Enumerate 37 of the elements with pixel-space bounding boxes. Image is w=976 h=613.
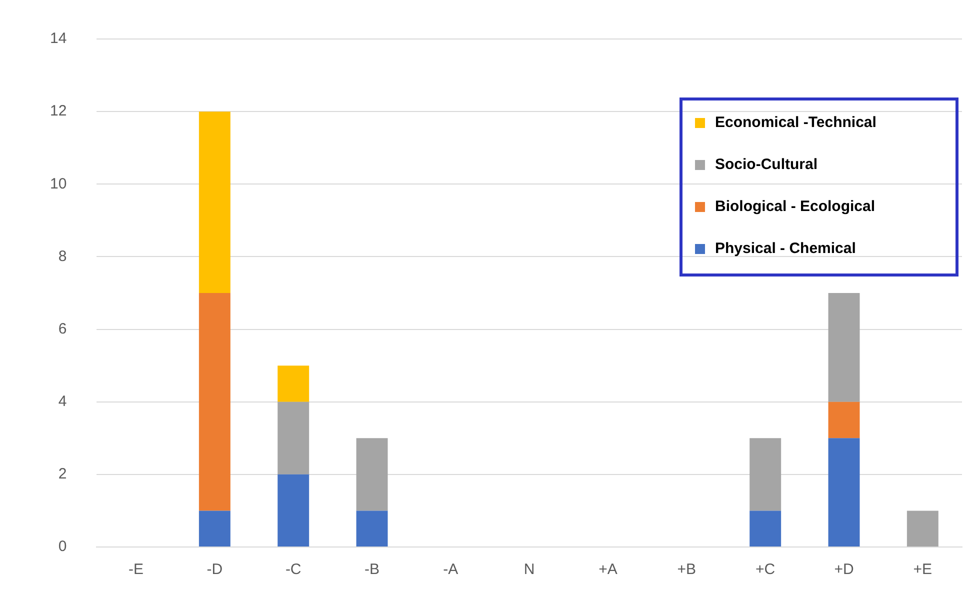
bar	[356, 510, 388, 546]
x-tick-label: -C	[285, 561, 302, 578]
x-tick-label: +E	[913, 561, 932, 578]
y-tick-label: 0	[58, 538, 67, 556]
bar	[750, 438, 782, 511]
bar	[278, 366, 310, 402]
y-tick-label: 10	[50, 175, 67, 192]
bar	[198, 293, 230, 511]
bar	[828, 402, 860, 438]
y-tick-label: 14	[50, 30, 67, 48]
bar	[750, 510, 782, 546]
bar	[906, 510, 938, 546]
x-tick-label: -B	[364, 561, 380, 578]
x-tick-label: -D	[206, 561, 223, 578]
y-tick-label: 6	[58, 320, 67, 338]
bar	[828, 438, 860, 546]
x-tick-label: -A	[443, 561, 458, 578]
x-tick-label: +C	[756, 561, 776, 578]
bar	[828, 293, 860, 402]
y-tick-label: 12	[50, 102, 67, 120]
x-tick-label: N	[524, 561, 535, 578]
legend-label: Physical - Chemical	[715, 240, 856, 258]
bar	[278, 474, 310, 546]
legend-label: Socio-Cultural	[715, 156, 818, 174]
x-tick-label: +B	[677, 561, 696, 578]
y-tick-label: 2	[58, 466, 67, 483]
bar	[278, 402, 310, 474]
y-tick-label: 8	[58, 248, 67, 265]
legend-label: Economical -Technical	[715, 114, 876, 132]
x-tick-label: -E	[128, 561, 144, 578]
legend-label: Biological - Ecological	[715, 198, 876, 216]
x-tick-label: +A	[598, 561, 618, 578]
x-tick-label: +D	[834, 561, 854, 578]
y-tick-label: 4	[58, 393, 67, 410]
bar	[356, 438, 388, 511]
bar	[198, 112, 230, 293]
bar	[198, 510, 230, 546]
